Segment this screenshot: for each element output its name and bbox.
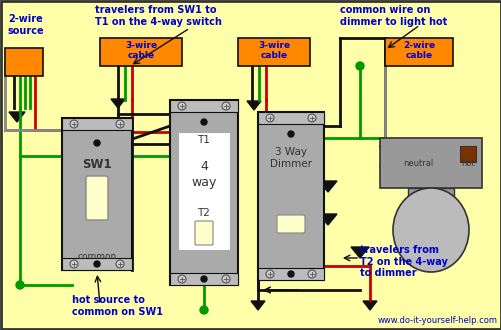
Bar — [170, 100, 237, 112]
Text: travelers from
T2 on the 4-way
to dimmer: travelers from T2 on the 4-way to dimmer — [359, 245, 447, 278]
Circle shape — [16, 281, 24, 289]
Polygon shape — [246, 101, 261, 110]
Polygon shape — [9, 112, 25, 122]
Text: 4
way: 4 way — [191, 160, 216, 189]
Bar — [62, 118, 132, 130]
Polygon shape — [362, 301, 376, 310]
Text: T2: T2 — [197, 208, 210, 218]
Bar — [100, 38, 182, 66]
Circle shape — [199, 306, 207, 314]
Text: 2-wire
source: 2-wire source — [8, 14, 45, 36]
Text: 2-wire
cable: 2-wire cable — [402, 41, 434, 60]
Bar — [170, 273, 237, 285]
Text: neutral: neutral — [402, 158, 432, 168]
Circle shape — [308, 114, 315, 122]
FancyBboxPatch shape — [86, 176, 108, 220]
Bar — [258, 112, 323, 280]
Text: T1: T1 — [197, 135, 210, 145]
FancyBboxPatch shape — [277, 215, 305, 233]
Text: travelers from SW1 to
T1 on the 4-way switch: travelers from SW1 to T1 on the 4-way sw… — [95, 5, 221, 27]
Bar — [178, 132, 229, 250]
Bar — [5, 48, 43, 76]
Circle shape — [288, 131, 294, 137]
Circle shape — [355, 62, 363, 70]
Text: common: common — [77, 252, 116, 261]
Text: 3-wire
cable: 3-wire cable — [258, 41, 290, 60]
Bar — [62, 258, 132, 270]
Polygon shape — [318, 181, 336, 192]
Circle shape — [200, 276, 206, 282]
Text: 3 Way
Dimmer: 3 Way Dimmer — [270, 147, 312, 169]
Circle shape — [94, 261, 100, 267]
Bar — [258, 268, 323, 280]
Circle shape — [70, 120, 78, 128]
Bar — [170, 100, 237, 285]
Bar — [459, 146, 475, 162]
Circle shape — [116, 120, 124, 128]
Text: common wire on
dimmer to light hot: common wire on dimmer to light hot — [339, 5, 446, 27]
Bar — [258, 112, 323, 124]
Circle shape — [116, 260, 124, 268]
Circle shape — [221, 102, 229, 110]
Circle shape — [178, 102, 186, 110]
Bar — [384, 38, 452, 66]
Circle shape — [94, 140, 100, 146]
Polygon shape — [318, 214, 336, 225]
Circle shape — [288, 271, 294, 277]
Circle shape — [178, 275, 186, 283]
Circle shape — [308, 270, 315, 278]
Bar — [237, 38, 310, 66]
Text: www.do-it-yourself-help.com: www.do-it-yourself-help.com — [377, 316, 497, 325]
FancyBboxPatch shape — [194, 221, 212, 245]
Text: 3-wire
cable: 3-wire cable — [125, 41, 157, 60]
Text: hot source to
common on SW1: hot source to common on SW1 — [72, 295, 163, 316]
Text: SW1: SW1 — [82, 158, 112, 171]
Ellipse shape — [392, 188, 468, 272]
Circle shape — [200, 119, 206, 125]
Polygon shape — [111, 99, 125, 108]
Circle shape — [70, 260, 78, 268]
Circle shape — [266, 270, 274, 278]
Polygon shape — [250, 301, 265, 310]
Text: hot: hot — [460, 158, 474, 168]
Bar — [62, 118, 132, 270]
Polygon shape — [350, 247, 368, 258]
Bar — [379, 138, 481, 188]
Circle shape — [221, 275, 229, 283]
Circle shape — [266, 114, 274, 122]
Bar — [407, 188, 453, 206]
